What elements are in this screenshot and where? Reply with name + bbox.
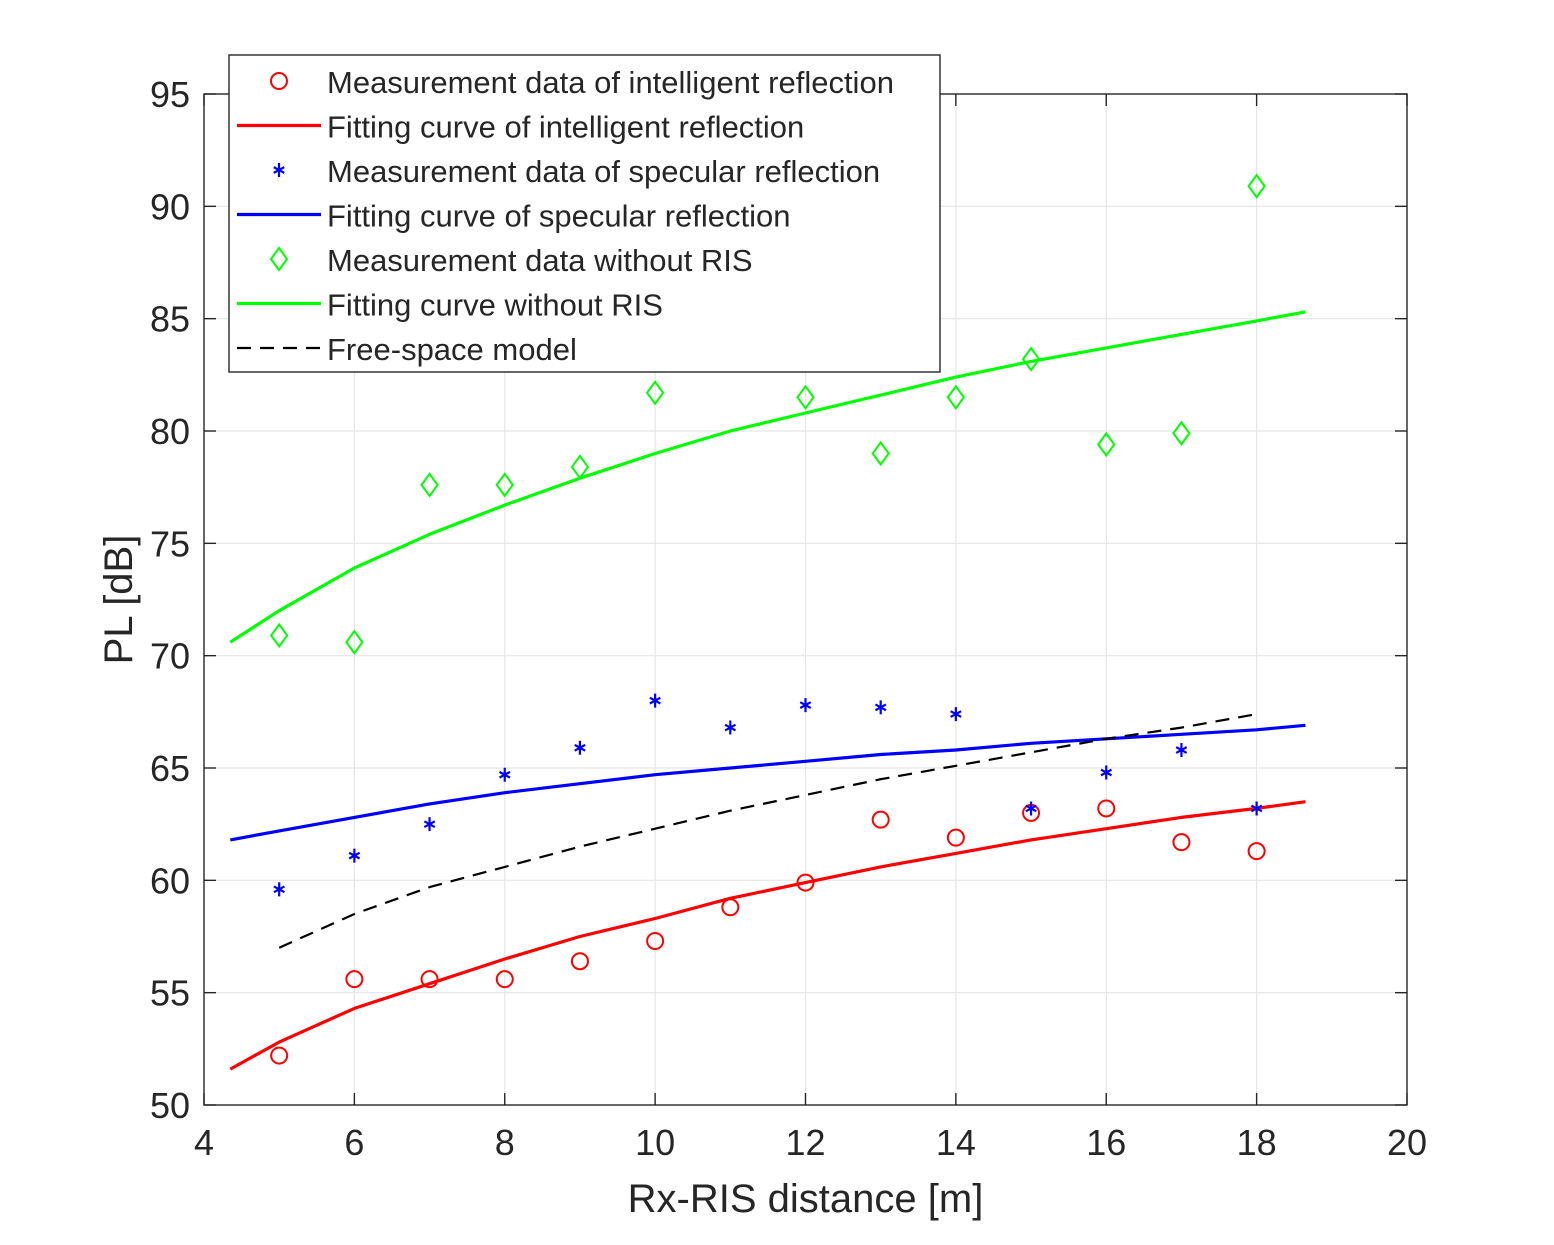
data-point-s2-3 — [498, 767, 511, 782]
x-tick-label: 6 — [344, 1122, 364, 1163]
x-tick-label: 20 — [1387, 1122, 1427, 1163]
x-axis-label: Rx-RIS distance [m] — [628, 1177, 984, 1221]
legend-label: Fitting curve of intelligent reflection — [327, 110, 804, 145]
legend-label: Free-space model — [327, 332, 577, 367]
legend-label: Fitting curve without RIS — [327, 288, 663, 323]
y-tick-label: 65 — [150, 748, 190, 789]
legend: Measurement data of intelligent reflecti… — [228, 54, 941, 373]
data-point-s4-5 — [645, 380, 665, 406]
x-tick-label: 10 — [635, 1122, 675, 1163]
data-point-s0-1 — [345, 970, 364, 989]
data-point-s4-9 — [1021, 346, 1041, 372]
y-tick-label: 75 — [150, 523, 190, 564]
x-tick-label: 4 — [194, 1122, 214, 1163]
data-point-s4-2 — [420, 472, 439, 498]
fitting-curve-s1 — [229, 800, 1306, 1071]
data-point-s0-9 — [946, 828, 965, 847]
data-point-s2-11 — [1100, 765, 1113, 780]
data-point-s2-4 — [574, 740, 586, 755]
fitting-curve-s3 — [230, 723, 1306, 842]
data-point-s4-4 — [570, 454, 590, 480]
data-point-s4-6 — [796, 384, 815, 411]
data-point-s2-10 — [1025, 801, 1037, 816]
data-point-s2-6 — [724, 720, 737, 735]
legend-marker-2 — [273, 163, 285, 177]
data-point-s0-4 — [570, 952, 589, 971]
y-tick-label: 60 — [150, 860, 190, 901]
legend-marker-0 — [270, 72, 288, 90]
data-point-s2-9 — [950, 707, 962, 722]
legend-marker-4 — [269, 246, 289, 272]
axes-layer: 4 6 8 10 12 14 16 18 20 50 55 60 65 70 75 80 85 90 95 Rx-RI… — [97, 74, 1427, 1221]
data-point-s2-0 — [273, 882, 285, 897]
data-point-s2-13 — [1250, 801, 1263, 816]
legend-label: Measurement data of specular reflection — [327, 154, 880, 189]
data-point-s4-10 — [1097, 431, 1116, 458]
y-tick-label: 70 — [150, 636, 190, 677]
data-point-s0-7 — [796, 873, 815, 892]
data-point-s0-3 — [495, 970, 514, 989]
data-point-s2-2 — [423, 817, 436, 832]
x-tick-label: 12 — [785, 1122, 825, 1163]
data-point-s2-12 — [1175, 743, 1188, 758]
data-point-s0-0 — [270, 1046, 289, 1065]
series-layer — [229, 173, 1306, 1071]
y-tick-label: 85 — [150, 299, 190, 340]
legend-label: Measurement data without RIS — [327, 243, 753, 278]
x-tick-label: 16 — [1086, 1122, 1126, 1163]
x-tick-label: 18 — [1237, 1122, 1277, 1163]
data-point-s4-8 — [946, 384, 966, 411]
data-point-s4-1 — [345, 629, 364, 655]
legend-box — [228, 54, 941, 373]
y-tick-label: 90 — [150, 186, 190, 227]
data-point-s0-6 — [721, 898, 740, 917]
y-tick-label: 80 — [150, 411, 190, 452]
data-point-s2-1 — [348, 848, 361, 863]
fitting-curve-s5 — [229, 310, 1306, 644]
data-point-s0-11 — [1097, 799, 1116, 818]
data-point-s2-5 — [649, 693, 661, 708]
x-tick-label: 14 — [936, 1122, 976, 1163]
free-space-model-line — [278, 713, 1257, 949]
x-tick-label: 8 — [495, 1122, 515, 1163]
data-point-s0-13 — [1247, 842, 1266, 861]
data-point-s0-5 — [646, 931, 665, 950]
legend-label: Fitting curve of specular reflection — [327, 199, 791, 234]
data-point-s0-2 — [420, 970, 439, 989]
y-tick-label: 55 — [150, 973, 190, 1014]
legend-label: Measurement data of intelligent reflecti… — [327, 65, 894, 100]
data-point-s4-11 — [1172, 420, 1191, 446]
data-point-s2-7 — [799, 698, 812, 713]
y-tick-label: 95 — [150, 74, 190, 115]
data-point-s0-8 — [871, 810, 890, 829]
y-tick-label: 50 — [150, 1085, 190, 1126]
y-axis-label: PL [dB] — [97, 535, 141, 665]
data-point-s4-7 — [871, 440, 890, 467]
data-point-s4-3 — [495, 472, 514, 498]
data-point-s0-12 — [1172, 833, 1191, 852]
data-point-s4-0 — [269, 622, 289, 649]
data-point-s2-8 — [874, 700, 887, 715]
data-point-s4-12 — [1247, 173, 1266, 199]
